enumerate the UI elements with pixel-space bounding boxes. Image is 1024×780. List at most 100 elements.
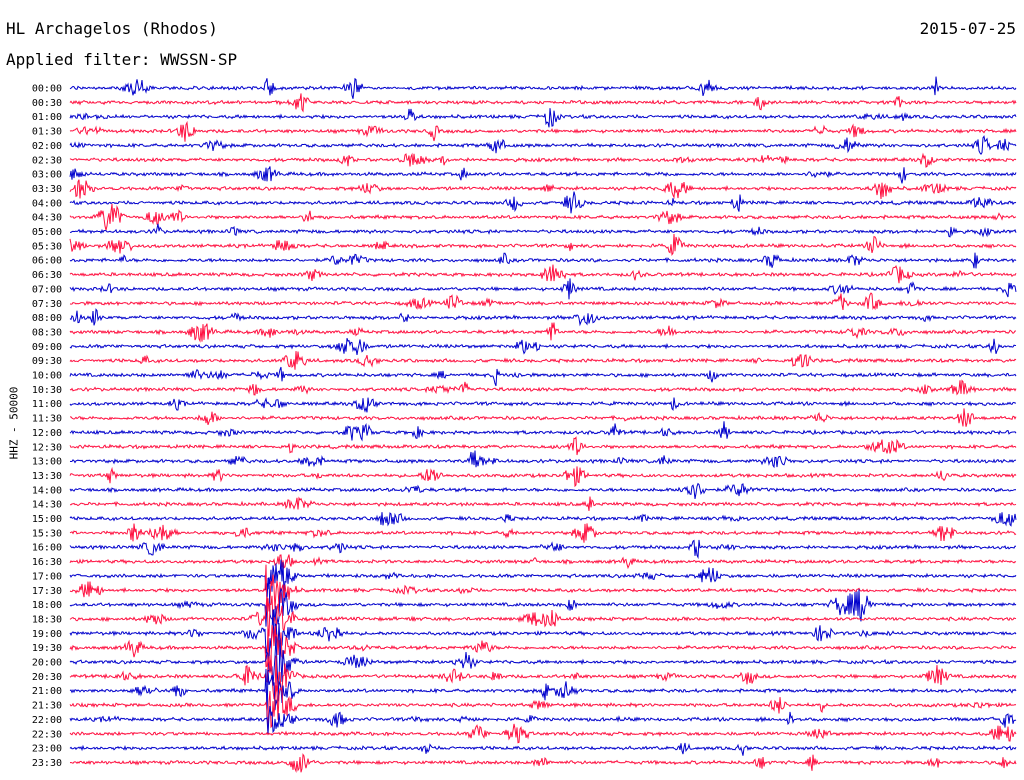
- trace-row-0700: [69, 278, 1017, 300]
- time-label: 00:00: [32, 84, 62, 95]
- time-label: 10:30: [32, 385, 62, 396]
- trace-row-1100: [69, 397, 1017, 413]
- trace-row-1330: [69, 466, 1017, 488]
- trace-row-0600: [69, 252, 1017, 269]
- trace-row-1430: [69, 496, 1017, 511]
- time-label: 02:30: [32, 155, 62, 166]
- trace-row-0000: [69, 76, 1017, 99]
- time-label: 11:30: [32, 414, 62, 425]
- time-label: 09:30: [32, 356, 62, 367]
- time-label: 18:00: [32, 600, 62, 611]
- trace-row-0400: [69, 191, 1017, 214]
- trace-row-2130: [69, 685, 1017, 733]
- time-label: 04:30: [32, 213, 62, 224]
- time-label: 20:30: [32, 672, 62, 683]
- trace-row-0500: [70, 223, 1017, 238]
- trace-row-0530: [69, 233, 1017, 256]
- time-label: 02:00: [32, 141, 62, 152]
- time-label: 03:00: [32, 170, 62, 181]
- trace-row-1930: [69, 625, 1017, 672]
- time-label: 14:00: [32, 485, 62, 496]
- trace-row-1130: [70, 408, 1017, 427]
- time-label: 21:00: [32, 686, 62, 697]
- time-label-group: 00:00 00:30 01:00 01:30 02:00 02:30 03:00 03:30…: [32, 84, 62, 769]
- time-label: 17:00: [32, 571, 62, 582]
- date-label: 2015-07-25: [919, 19, 1016, 38]
- time-label: 19:00: [32, 629, 62, 640]
- time-label: 15:00: [32, 514, 62, 525]
- time-label: 08:30: [32, 327, 62, 338]
- filter-label: Applied filter: WWSSN-SP: [6, 50, 238, 69]
- time-label: 10:00: [32, 371, 62, 382]
- trace-row-2330: [69, 753, 1017, 773]
- trace-row-1300: [69, 450, 1017, 469]
- time-label: 08:00: [32, 313, 62, 324]
- trace-row-1730: [69, 564, 1017, 613]
- trace-row-1030: [69, 379, 1017, 396]
- trace-row-0130: [69, 120, 1017, 142]
- trace-row-0830: [69, 322, 1016, 343]
- trace-row-0430: [69, 203, 1017, 231]
- time-label: 16:00: [32, 543, 62, 554]
- trace-row-1530: [69, 523, 1017, 543]
- time-label: 18:30: [32, 614, 62, 625]
- time-label: 19:30: [32, 643, 62, 654]
- trace-row-1000: [69, 366, 1017, 387]
- time-label: 15:30: [32, 528, 62, 539]
- time-label: 20:00: [32, 658, 62, 669]
- trace-row-1800: [69, 577, 1017, 627]
- time-label: 16:30: [32, 557, 62, 568]
- trace-row-1600: [69, 539, 1017, 560]
- time-label: 23:00: [32, 744, 62, 755]
- time-label: 04:00: [32, 198, 62, 209]
- trace-row-2300: [69, 742, 1017, 756]
- time-label: 09:00: [32, 342, 62, 353]
- time-label: 13:00: [32, 457, 62, 468]
- trace-row-2200: [69, 705, 1017, 735]
- time-label: 22:30: [32, 729, 62, 740]
- trace-row-0230: [69, 152, 1017, 168]
- time-label: 05:30: [32, 241, 62, 252]
- trace-row-2100: [69, 668, 1017, 720]
- trace-row-2030: [69, 654, 1017, 700]
- time-label: 23:30: [32, 758, 62, 769]
- time-label: 22:00: [32, 715, 62, 726]
- station-title: HL Archagelos (Rhodos): [6, 19, 218, 38]
- time-label: 07:00: [32, 284, 62, 295]
- time-label: 12:00: [32, 428, 62, 439]
- trace-row-1830: [69, 595, 1017, 639]
- time-label: 06:30: [32, 270, 62, 281]
- time-label: 11:00: [32, 399, 62, 410]
- time-label: 13:30: [32, 471, 62, 482]
- time-label: 07:30: [32, 299, 62, 310]
- trace-row-0930: [69, 351, 1017, 370]
- trace-row-0330: [69, 179, 1017, 200]
- trace-row-2000: [69, 636, 1017, 689]
- trace-row-1500: [69, 512, 1017, 527]
- time-label: 03:30: [32, 184, 62, 195]
- time-label: 01:30: [32, 127, 62, 138]
- trace-group: [69, 76, 1017, 773]
- time-label: 21:30: [32, 701, 62, 712]
- time-label: 05:00: [32, 227, 62, 238]
- time-label: 01:00: [32, 112, 62, 123]
- trace-row-1200: [69, 421, 1017, 442]
- time-label: 00:30: [32, 98, 62, 109]
- time-label: 14:30: [32, 500, 62, 511]
- trace-row-1230: [69, 436, 1017, 456]
- time-label: 12:30: [32, 442, 62, 453]
- trace-row-0030: [69, 93, 1017, 113]
- time-label: 06:00: [32, 256, 62, 267]
- trace-row-1900: [69, 609, 1017, 662]
- trace-row-1630: [69, 554, 1017, 570]
- trace-row-2230: [69, 723, 1017, 744]
- trace-row-0100: [69, 108, 1017, 128]
- trace-row-0730: [69, 292, 1017, 311]
- time-label: 17:30: [32, 586, 62, 597]
- trace-row-0630: [69, 264, 1017, 284]
- trace-row-0800: [69, 308, 1017, 327]
- trace-row-0900: [69, 337, 1017, 355]
- trace-row-0200: [69, 135, 1017, 156]
- trace-row-1700: [69, 559, 1017, 594]
